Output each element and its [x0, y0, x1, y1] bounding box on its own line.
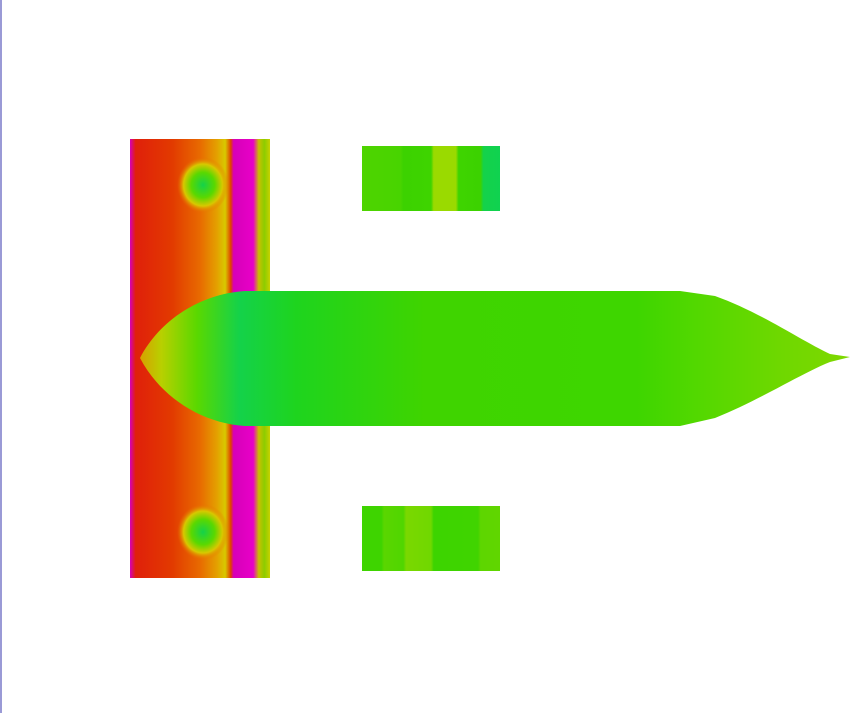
plate-swirl-top [177, 157, 229, 213]
bottom-block [362, 506, 500, 571]
top-block [362, 146, 500, 211]
plate-swirl-bottom [177, 504, 229, 560]
main-body [140, 291, 850, 426]
viewport-left-border [0, 0, 2, 713]
